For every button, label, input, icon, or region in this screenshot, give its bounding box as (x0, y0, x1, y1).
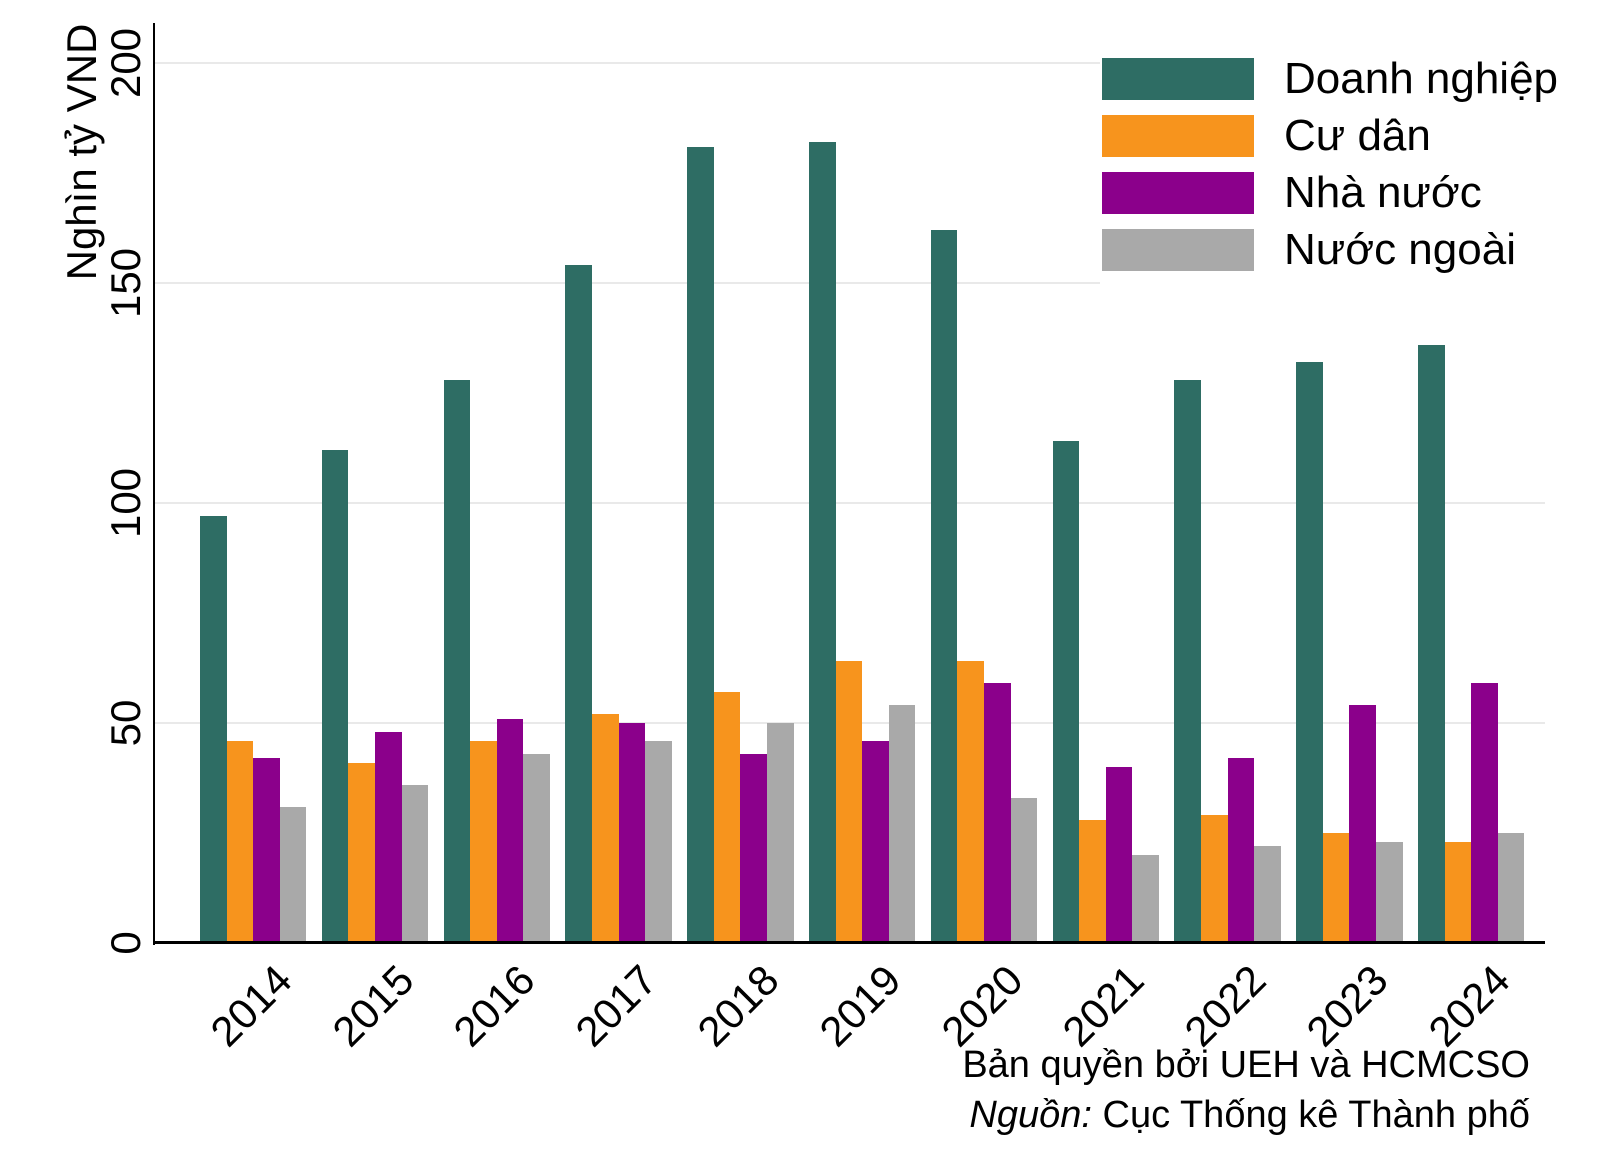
bar-2021-2 (1105, 767, 1133, 943)
bar-2019-3 (888, 705, 916, 943)
bar-2020-3 (1010, 797, 1038, 943)
y-gridline-150 (155, 282, 1545, 284)
x-tick-label-2020: 2020 (931, 956, 1032, 1056)
bar-2015-1 (348, 762, 375, 943)
bar-2024-0 (1418, 344, 1445, 943)
legend-swatch (1102, 171, 1254, 214)
legend-label: Nước ngoài (1284, 224, 1516, 274)
x-tick-label-2022: 2022 (1175, 956, 1275, 1056)
bar-2022-3 (1254, 846, 1281, 943)
y-tick-label-100: 100 (102, 467, 149, 539)
legend-swatch (1102, 57, 1254, 100)
y-axis-line (153, 23, 155, 945)
bar-2018-1 (713, 692, 741, 943)
plot-area (155, 23, 1545, 943)
bar-2022-1 (1201, 815, 1228, 943)
bar-2020-0 (930, 230, 958, 943)
x-tick-label-2023: 2023 (1297, 956, 1397, 1056)
bar-2017-1 (592, 714, 619, 943)
bar-2017-3 (645, 740, 672, 943)
bar-2024-2 (1471, 683, 1498, 943)
bar-2019-2 (862, 740, 889, 943)
footer-source-text: Cục Thống kê Thành phố (1091, 1094, 1530, 1136)
bar-2022-2 (1227, 758, 1255, 943)
legend-item: Doanh nghiệp (1102, 50, 1558, 107)
legend-swatch (1102, 114, 1254, 157)
y-gridline-200 (155, 62, 1545, 64)
bar-2023-0 (1296, 362, 1323, 943)
x-tick-label-2015: 2015 (322, 956, 423, 1056)
bar-2023-1 (1322, 833, 1350, 943)
bar-2021-1 (1079, 819, 1106, 943)
x-tick-label-2017: 2017 (566, 956, 666, 1056)
bar-2016-2 (496, 718, 524, 943)
y-tick-label-50: 50 (102, 699, 149, 747)
bar-2015-0 (321, 450, 349, 943)
bar-2020-2 (984, 683, 1011, 943)
bar-2019-0 (809, 142, 836, 943)
y-axis-title: Nghìn tỷ VND (58, 23, 105, 281)
bar-2016-1 (470, 740, 497, 943)
bar-2014-2 (253, 758, 280, 943)
bar-2021-3 (1132, 855, 1159, 943)
x-tick-label-2018: 2018 (688, 956, 788, 1056)
bar-2016-3 (523, 753, 550, 943)
bar-2014-1 (226, 740, 254, 943)
bar-2018-0 (687, 146, 714, 943)
bar-2023-3 (1376, 841, 1403, 943)
bar-2017-0 (565, 265, 592, 943)
bar-2022-0 (1174, 379, 1201, 943)
bar-2019-1 (835, 661, 863, 943)
y-tick-label-0: 0 (102, 931, 149, 955)
bar-2015-3 (401, 784, 429, 943)
bar-2024-1 (1444, 841, 1472, 943)
bar-2018-3 (767, 723, 794, 943)
legend-label: Nhà nước (1284, 167, 1482, 217)
legend-label: Doanh nghiệp (1284, 53, 1559, 103)
bar-2018-2 (740, 753, 767, 943)
bar-2023-2 (1349, 705, 1376, 943)
y-tick-label-150: 150 (102, 247, 149, 319)
bar-2016-0 (443, 379, 471, 943)
x-tick-label-2024: 2024 (1419, 956, 1519, 1056)
x-tick-label-2019: 2019 (810, 956, 910, 1056)
legend: Doanh nghiệp Cư dân Nhà nước Nước ngoài (1100, 48, 1565, 284)
footer-credit: Bản quyền bởi UEH và HCMCSO (962, 1044, 1530, 1086)
bar-2024-3 (1497, 833, 1525, 943)
y-tick-label-200: 200 (102, 27, 149, 99)
bar-2020-1 (957, 661, 984, 943)
x-axis-line (153, 941, 1545, 944)
legend-item: Cư dân (1102, 107, 1558, 164)
legend-item: Nhà nước (1102, 164, 1558, 221)
x-tick-label-2014: 2014 (201, 956, 301, 1056)
bar-2017-2 (618, 723, 646, 943)
legend-label: Cư dân (1284, 110, 1431, 160)
bar-2014-0 (200, 516, 227, 943)
bar-2015-2 (375, 731, 402, 943)
x-tick-label-2021: 2021 (1053, 956, 1154, 1056)
legend-swatch (1102, 228, 1254, 271)
x-tick-label-2016: 2016 (444, 956, 545, 1056)
y-gridline-100 (155, 502, 1545, 504)
legend-item: Nước ngoài (1102, 221, 1558, 278)
bar-2021-0 (1052, 441, 1080, 943)
footer-source-label: Nguồn: (969, 1094, 1092, 1136)
footer-source: Nguồn: Cục Thống kê Thành phố (969, 1094, 1530, 1137)
bar-2014-3 (279, 806, 307, 943)
